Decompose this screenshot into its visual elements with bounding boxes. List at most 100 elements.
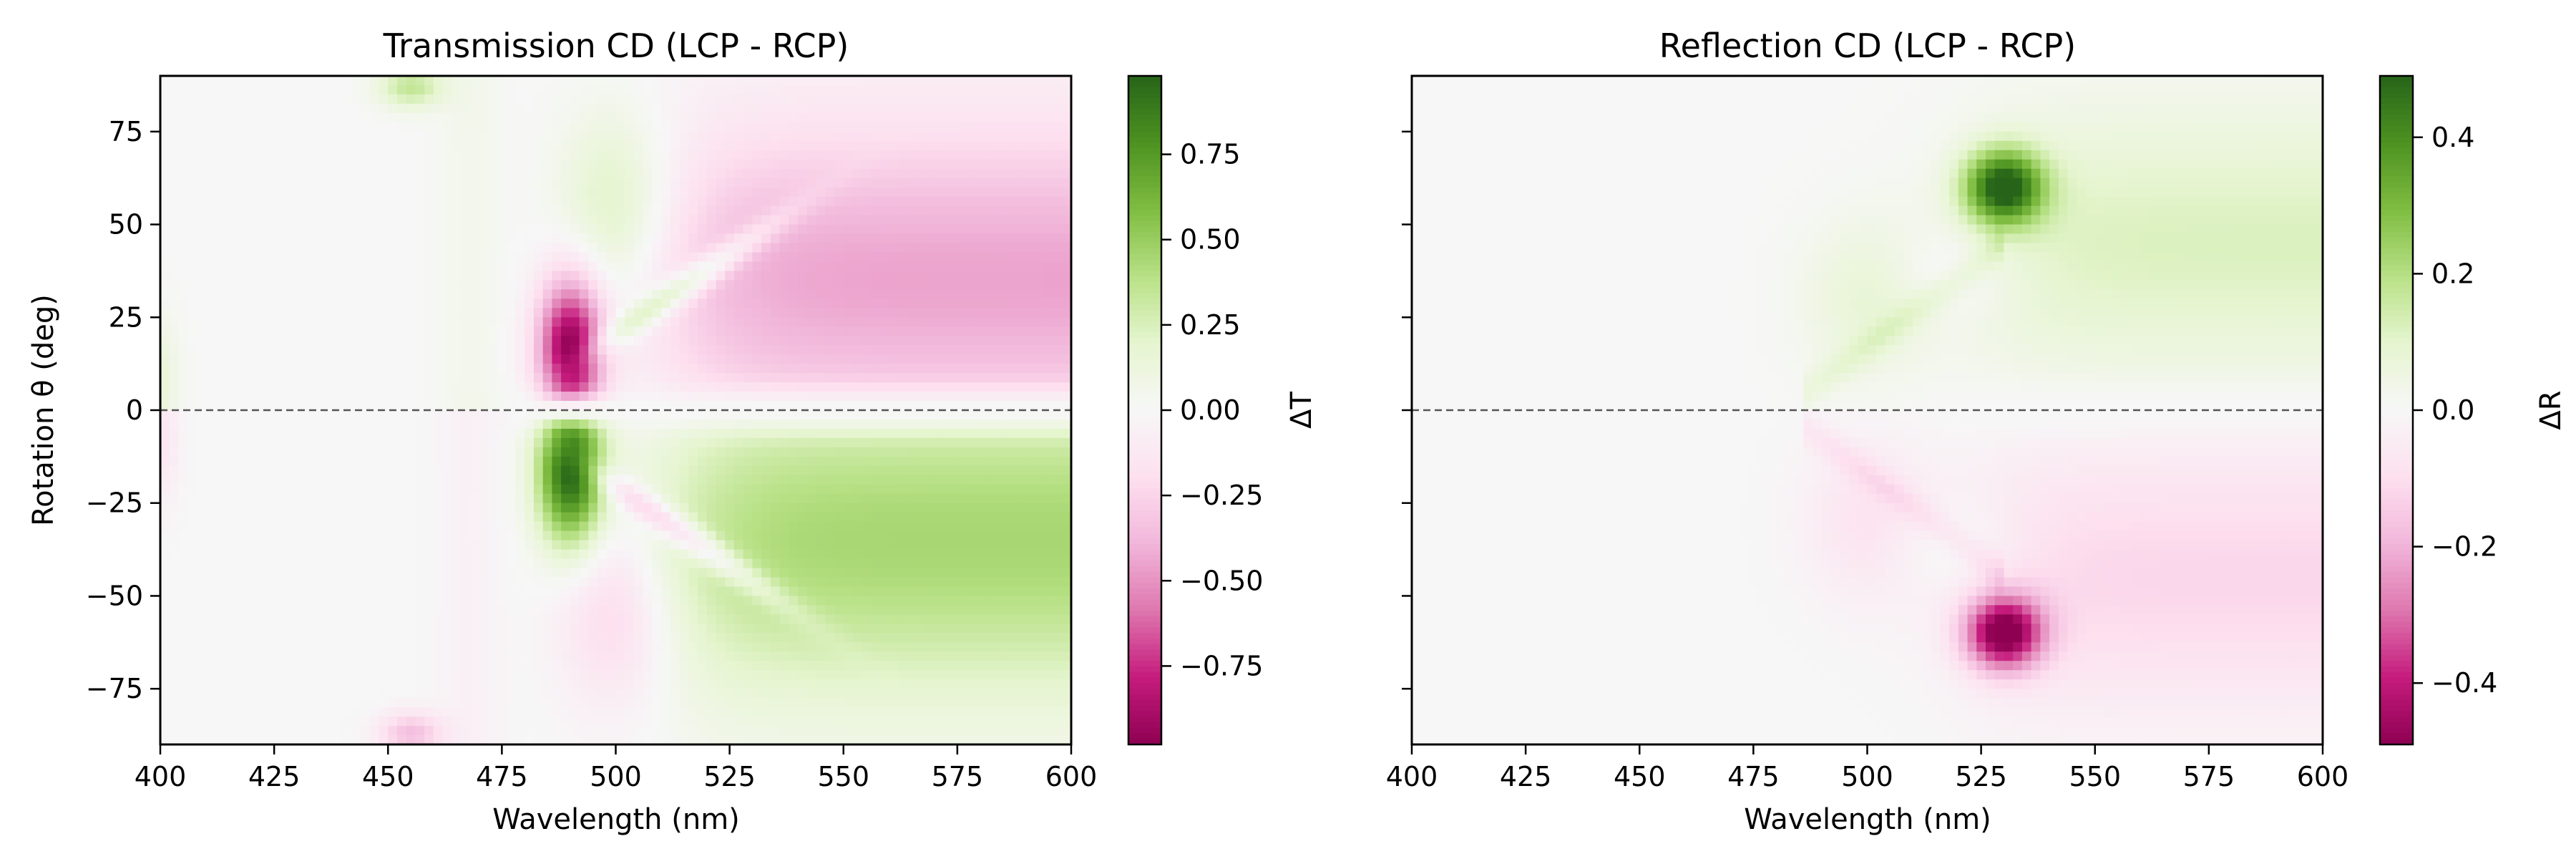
heatmap-cell [260,261,270,272]
heatmap-cell [315,252,325,263]
heatmap-cell [579,84,589,95]
heatmap-cell [169,373,180,383]
heatmap-cell [552,187,562,198]
heatmap-cell [679,76,689,86]
heatmap-cell [488,336,498,346]
heatmap-cell [288,131,298,142]
heatmap-cell [406,187,416,198]
heatmap-cell [1016,252,1026,263]
heatmap-cell [652,373,662,383]
heatmap-cell [843,150,854,160]
heatmap-cell [215,475,225,485]
heatmap-cell [597,261,608,272]
heatmap-cell [688,392,698,402]
heatmap-cell [251,410,261,420]
heatmap-cell [361,140,371,151]
heatmap-cell [251,289,261,299]
heatmap-cell [806,521,817,532]
heatmap-cell [415,178,425,188]
heatmap-cell [652,243,662,253]
heatmap-cell [1025,456,1035,467]
heatmap-cell [469,410,480,420]
heatmap-cell [862,233,872,244]
heatmap-cell [625,196,635,207]
heatmap-cell [488,261,498,272]
heatmap-cell [479,410,489,420]
heatmap-cell [461,280,471,290]
heatmap-cell [816,308,826,318]
heatmap-cell [916,224,926,235]
heatmap-cell [925,382,935,392]
heatmap-cell [351,261,361,272]
heatmap-cell [442,150,452,160]
heatmap-cell [315,131,325,142]
heatmap-cell [497,465,507,476]
heatmap-cell [1043,94,1054,105]
heatmap-cell [879,103,889,114]
heatmap-cell [233,447,243,457]
heatmap-cell [506,196,517,207]
heatmap-cell [733,261,744,272]
heatmap-cell [570,354,580,364]
heatmap-cell [452,437,462,448]
heatmap-cell [798,178,808,188]
heatmap-cell [205,447,215,457]
heatmap-cell [588,261,598,272]
heatmap-cell [943,122,954,132]
heatmap-cell [889,373,899,383]
heatmap-cell [233,475,243,485]
heatmap-cell [725,94,735,105]
heatmap-cell [652,150,662,160]
heatmap-cell [479,299,489,309]
heatmap-cell [461,512,471,523]
heatmap-cell [879,233,889,244]
heatmap-cell [396,503,407,513]
heatmap-cell [388,317,398,327]
heatmap-cell [278,122,288,132]
heatmap-cell [889,289,899,299]
heatmap-cell [469,112,480,123]
heatmap-cell [479,187,489,198]
heatmap-cell [825,392,835,402]
heatmap-cell [889,336,899,346]
heatmap-cell [862,168,872,179]
heatmap-cell [333,308,343,318]
heatmap-cell [1007,224,1018,235]
heatmap-cell [643,289,653,299]
heatmap-cell [497,401,507,411]
heatmap-cell [843,475,854,485]
heatmap-cell [479,475,489,485]
heatmap-cell [424,150,434,160]
heatmap-cell [1043,299,1054,309]
heatmap-cell [779,289,789,299]
heatmap-cell [935,252,945,263]
heatmap-cell [816,76,826,86]
heatmap-cell [633,512,644,523]
heatmap-cell [852,168,862,179]
heatmap-cell [315,345,325,355]
heatmap-cell [625,382,635,392]
heatmap-cell [970,280,981,290]
heatmap-cell [351,354,361,364]
heatmap-cell [716,261,726,272]
heatmap-cell [160,112,170,123]
heatmap-cell [1062,224,1072,235]
heatmap-cell [396,401,407,411]
heatmap-cell [597,530,608,541]
heatmap-cell [452,336,462,346]
heatmap-cell [178,289,188,299]
heatmap-cell [442,456,452,467]
heatmap-cell [889,428,899,439]
heatmap-cell [160,326,170,336]
heatmap-cell [916,364,926,374]
heatmap-cell [970,465,981,476]
heatmap-cell [606,187,617,198]
heatmap-cell [806,76,817,86]
heatmap-cell [870,475,881,485]
heatmap-cell [342,159,352,170]
heatmap-cell [916,261,926,272]
heatmap-cell [652,168,662,179]
heatmap-cell [424,243,434,253]
heatmap-cell [452,373,462,383]
heatmap-cell [369,475,380,485]
